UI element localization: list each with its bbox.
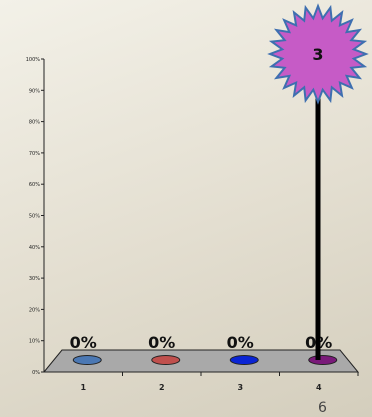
- bar: [308, 355, 338, 365]
- y-tick-label: 20%: [29, 307, 40, 313]
- y-tick-label: 80%: [29, 120, 40, 126]
- y-tick-label: 30%: [29, 276, 40, 282]
- data-labels: 0%0%0%0%: [70, 333, 333, 352]
- y-tick-label: 90%: [29, 88, 40, 94]
- bar: [229, 355, 259, 365]
- page-number: 6: [318, 400, 327, 416]
- y-tick-label: 70%: [29, 151, 40, 157]
- bars: [72, 355, 338, 365]
- countdown-badge: 3: [267, 3, 369, 105]
- x-tick-label: 1: [80, 383, 86, 392]
- y-tick-label: 50%: [29, 214, 40, 220]
- y-tick-label: 60%: [29, 182, 40, 188]
- data-label: 0%: [70, 333, 97, 352]
- y-tick-label: 100%: [26, 57, 41, 63]
- countdown-value: 3: [312, 45, 323, 64]
- data-label: 0%: [148, 333, 175, 352]
- data-label: 0%: [227, 333, 254, 352]
- x-tick-label: 4: [316, 383, 322, 392]
- x-tick-label: 3: [237, 383, 243, 392]
- y-tick-label: 10%: [29, 339, 40, 345]
- y-axis-ticks: 0% 10% 20% 30% 40% 50% 60% 70% 80% 90% 100%: [26, 57, 44, 376]
- axes: [43, 59, 358, 373]
- countdown-starburst-icon: [267, 3, 369, 105]
- bar: [151, 355, 181, 365]
- y-tick-label: 40%: [29, 245, 40, 251]
- x-axis-ticks: 1 2 3 4: [80, 372, 359, 392]
- bar: [72, 355, 102, 365]
- chart-floor-plane: [42, 349, 360, 373]
- y-tick-label: 0%: [32, 370, 40, 376]
- x-tick-label: 2: [159, 383, 165, 392]
- chart-floor: [42, 349, 360, 373]
